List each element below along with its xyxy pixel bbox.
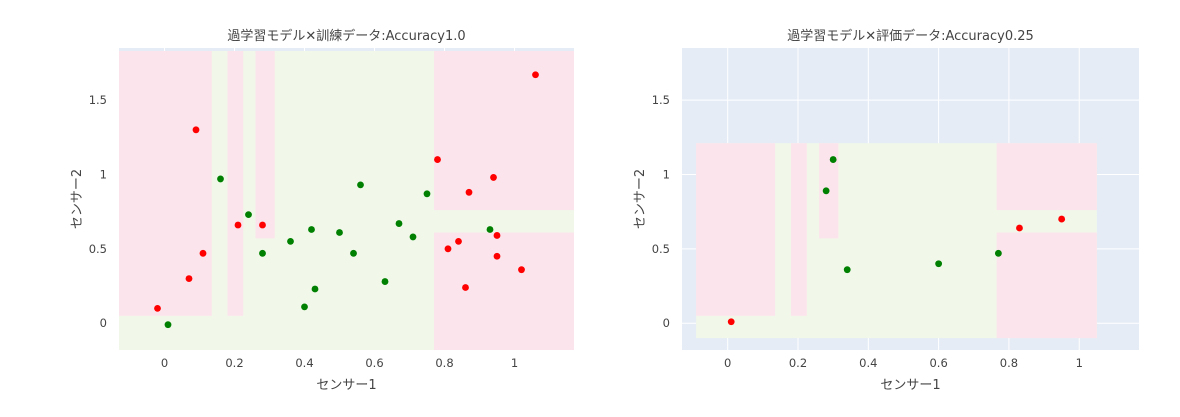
x-tick-label: 0.2 bbox=[225, 356, 243, 370]
decision-region-red bbox=[790, 143, 807, 316]
x-tick-label: 0.4 bbox=[295, 356, 313, 370]
point-red bbox=[465, 188, 473, 196]
decision-region-red bbox=[996, 232, 1097, 339]
chart-evaluation: 0 0.2 0.4 0.6 0.8 1 0 0.5 1 1.5 過学習モデル✕評価データ:Accur… bbox=[633, 28, 1139, 393]
point-green bbox=[336, 229, 343, 236]
point-green bbox=[217, 175, 224, 183]
y-axis-label: センサー2 bbox=[70, 169, 85, 229]
point-green bbox=[245, 211, 252, 219]
point-red bbox=[490, 174, 497, 181]
point-green bbox=[308, 226, 315, 233]
decision-region-red bbox=[434, 232, 574, 350]
point-green bbox=[259, 249, 266, 257]
point-red bbox=[532, 71, 539, 79]
point-red bbox=[727, 318, 735, 326]
point-red bbox=[185, 275, 193, 282]
point-red bbox=[493, 252, 501, 260]
decision-region-red bbox=[434, 50, 574, 211]
chart-title: 過学習モデル✕評価データ:Accuracy0.25 bbox=[787, 28, 1034, 44]
point-red bbox=[462, 284, 469, 291]
y-tick-label: 0 bbox=[100, 316, 107, 330]
point-red bbox=[493, 232, 501, 239]
x-axis-label: センサー1 bbox=[880, 378, 940, 393]
point-red bbox=[434, 156, 441, 163]
point-red bbox=[154, 304, 161, 312]
point-green bbox=[994, 249, 1002, 257]
point-green bbox=[164, 321, 172, 329]
y-tick-label: 0.5 bbox=[89, 242, 107, 256]
point-green bbox=[843, 266, 851, 274]
point-green bbox=[311, 285, 319, 293]
x-tick-label: 1 bbox=[1076, 356, 1083, 370]
y-tick-label: 1.5 bbox=[652, 93, 670, 107]
point-red bbox=[234, 221, 242, 229]
x-tick-label: 0 bbox=[724, 356, 731, 370]
chart-title: 過学習モデル✕訓練データ:Accuracy1.0 bbox=[227, 28, 465, 44]
y-tick-label: 0.5 bbox=[652, 242, 670, 256]
x-axis-label: センサー1 bbox=[316, 378, 376, 393]
point-red bbox=[444, 245, 452, 253]
point-green bbox=[395, 220, 403, 227]
x-tick-label: 0.6 bbox=[365, 356, 383, 370]
y-tick-label: 0 bbox=[663, 316, 670, 330]
point-green bbox=[287, 237, 294, 245]
x-tick-label: 0.2 bbox=[789, 356, 807, 370]
x-tick-label: 0 bbox=[161, 356, 168, 370]
point-green bbox=[301, 303, 308, 311]
point-green bbox=[381, 278, 389, 285]
decision-region-red bbox=[119, 50, 212, 316]
decision-region-red bbox=[227, 50, 244, 316]
point-red bbox=[1058, 215, 1066, 223]
x-tick-label: 1 bbox=[511, 356, 518, 370]
y-axis-label: センサー2 bbox=[633, 169, 648, 229]
decision-region-red bbox=[255, 50, 275, 239]
point-red bbox=[259, 221, 266, 229]
y-tick-label: 1 bbox=[100, 167, 107, 181]
point-green bbox=[423, 190, 431, 198]
point-red bbox=[199, 249, 207, 257]
x-tick-label: 0.6 bbox=[929, 356, 947, 370]
x-tick-label: 0.8 bbox=[435, 356, 453, 370]
x-tick-label: 0.4 bbox=[859, 356, 877, 370]
point-green bbox=[822, 187, 830, 195]
point-green bbox=[935, 260, 943, 268]
x-tick-label: 0.8 bbox=[1000, 356, 1018, 370]
point-green bbox=[350, 249, 357, 257]
point-red bbox=[192, 126, 200, 134]
y-tick-label: 1 bbox=[663, 167, 670, 181]
y-tick-label: 1.5 bbox=[89, 93, 107, 107]
point-green bbox=[829, 156, 837, 163]
decision-region-red bbox=[696, 143, 776, 316]
point-red bbox=[1016, 224, 1023, 232]
point-red bbox=[518, 266, 525, 274]
chart-training: 0 0.2 0.4 0.6 0.8 1 0 0.5 1 1.5 過学習モデル✕訓練データ:Accur… bbox=[70, 28, 574, 393]
point-green bbox=[409, 233, 417, 241]
decision-region-red bbox=[996, 143, 1097, 211]
point-green bbox=[486, 226, 494, 233]
point-green bbox=[357, 181, 364, 189]
point-red bbox=[455, 237, 462, 245]
